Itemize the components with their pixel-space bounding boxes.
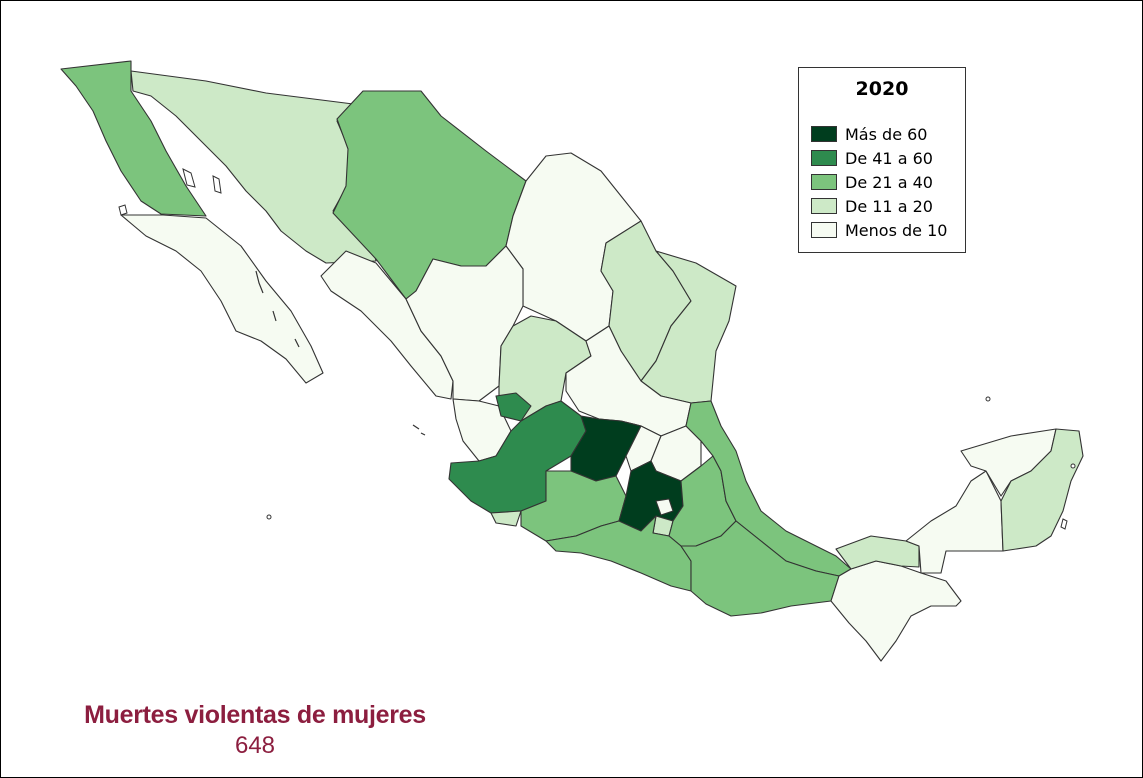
legend-label: Menos de 10 bbox=[845, 220, 948, 240]
island-guadalupe bbox=[1070, 463, 1076, 469]
state-baja-california-sur[interactable] bbox=[120, 214, 324, 384]
legend-swatch bbox=[811, 150, 837, 166]
legend-item-de-41-a-60: De 41 a 60 bbox=[811, 148, 933, 168]
islas-marias bbox=[412, 424, 426, 436]
state-chiapas[interactable] bbox=[830, 560, 962, 662]
legend-label: Más de 60 bbox=[845, 124, 928, 144]
legend-swatch bbox=[811, 174, 837, 190]
island-revillagigedo-1 bbox=[266, 514, 272, 520]
island-cedros bbox=[118, 204, 128, 216]
legend-item-menos-de-10: Menos de 10 bbox=[811, 220, 947, 240]
caption-value: 648 bbox=[234, 732, 276, 759]
coast-detail-gulf bbox=[255, 270, 300, 348]
legend-title: 2020 bbox=[855, 78, 909, 100]
legend-label: De 41 a 60 bbox=[845, 148, 933, 168]
caption-title: Muertes violentas de mujeres bbox=[84, 701, 426, 729]
island-angel-de-la-guarda bbox=[212, 175, 222, 194]
state-baja-california[interactable] bbox=[60, 60, 207, 217]
state-aguascalientes[interactable] bbox=[495, 392, 532, 422]
state-colima[interactable] bbox=[490, 510, 522, 527]
legend-swatch bbox=[811, 126, 837, 142]
legend-label: De 11 a 20 bbox=[845, 196, 933, 216]
legend-item-mas-de-60: Más de 60 bbox=[811, 124, 927, 144]
map-legend: 2020 Más de 60 De 41 a 60 De 21 a 40 De … bbox=[798, 67, 966, 253]
state-quintana-roo[interactable] bbox=[1000, 428, 1084, 552]
state-campeche[interactable] bbox=[905, 470, 1004, 574]
island-cozumel bbox=[1060, 518, 1068, 530]
legend-label: De 21 a 40 bbox=[845, 172, 933, 192]
map-caption: Muertes violentas de mujeres 648 bbox=[35, 701, 475, 760]
legend-item-de-21-a-40: De 21 a 40 bbox=[811, 172, 933, 192]
legend-item-de-11-a-20: De 11 a 20 bbox=[811, 196, 933, 216]
island-gulf-1 bbox=[985, 396, 991, 402]
state-ciudad-de-mexico[interactable] bbox=[655, 498, 674, 516]
legend-swatch bbox=[811, 198, 837, 214]
legend-swatch bbox=[811, 222, 837, 238]
state-tabasco[interactable] bbox=[835, 535, 920, 570]
island-tiburon bbox=[182, 168, 196, 188]
